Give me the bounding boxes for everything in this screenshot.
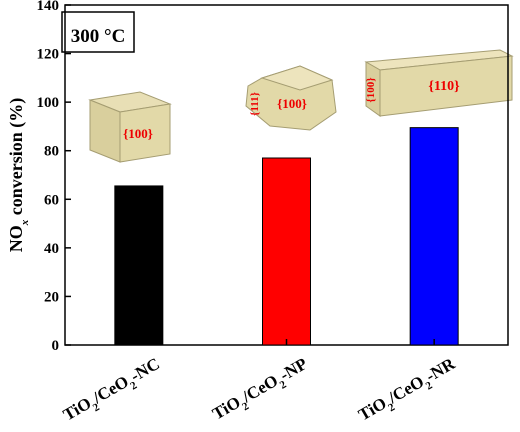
annotation: {100} xyxy=(365,77,377,102)
bar xyxy=(262,157,311,346)
y-tick-label: 120 xyxy=(37,47,60,63)
annotation: {110} xyxy=(428,79,460,94)
x-tick-label: TiO2/CeO2-NR xyxy=(355,354,461,429)
y-tick-label: 20 xyxy=(44,289,59,305)
y-tick-label: 60 xyxy=(44,192,59,208)
annotation: {100} xyxy=(277,96,307,111)
crystal-rod xyxy=(364,49,514,117)
y-tick-label: 40 xyxy=(44,241,59,257)
y-tick-label: 140 xyxy=(37,0,60,14)
annotation: 300 °C xyxy=(71,26,126,47)
y-tick-label: 80 xyxy=(44,144,59,160)
crystal-octahedron xyxy=(245,65,337,131)
y-axis-label: NOx conversion (%) xyxy=(6,98,31,252)
y-tick-label: 100 xyxy=(37,95,60,111)
annotation: {111} xyxy=(249,92,261,116)
bar xyxy=(114,185,164,346)
x-tick-label: TiO2/CeO2-NP xyxy=(209,354,313,428)
crystal-cube xyxy=(88,91,172,163)
y-tick-label: 0 xyxy=(52,338,60,354)
annotation-box xyxy=(61,11,135,53)
bar xyxy=(409,127,459,346)
x-tick-label: TiO2/CeO2-NC xyxy=(60,354,166,429)
annotation: {100} xyxy=(123,126,153,141)
